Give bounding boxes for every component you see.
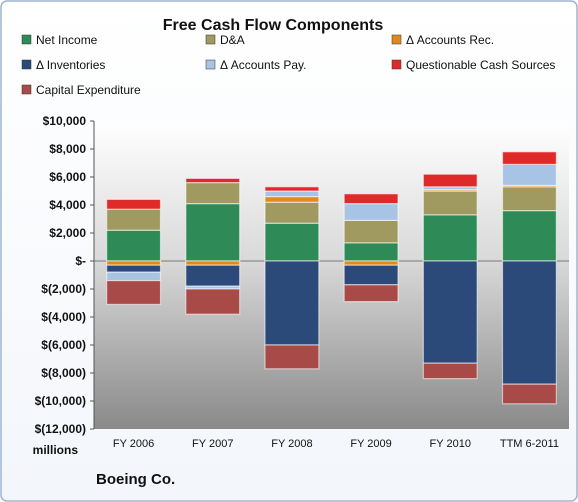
bar-danda-fy-2008 xyxy=(264,201,320,224)
bar-net-income-ttm-6-2011 xyxy=(501,210,557,262)
legend-swatch-delta-accounts-pay xyxy=(205,59,216,70)
bar-delta-accounts-pay-fy-2006 xyxy=(106,271,162,282)
bar-delta-inventories-ttm-6-2011 xyxy=(501,260,557,385)
x-tick-label: TTM 6-2011 xyxy=(500,438,559,450)
bar-delta-accounts-pay-ttm-6-2011 xyxy=(501,163,557,186)
y-tick-label: $10,000 xyxy=(43,114,87,128)
y-tick-label: $(4,000) xyxy=(41,310,86,324)
bar-danda-fy-2007 xyxy=(185,182,241,205)
legend-swatch-questionable-cash-sources xyxy=(391,59,402,70)
bar-capital-expenditure-fy-2009 xyxy=(343,284,399,303)
legend-label-delta-accounts-pay: Δ Accounts Pay. xyxy=(220,58,307,72)
y-axis: $10,000 $8,000 $6,000 $4,000 $2,000 $- $(2,000… xyxy=(35,114,569,436)
bar-questionable-cash-sources-fy-2008 xyxy=(264,186,320,192)
plot-area xyxy=(94,121,569,429)
x-tick-label: FY 2010 xyxy=(430,438,471,450)
y-tick-label: $4,000 xyxy=(49,198,86,212)
y-tick-label: $6,000 xyxy=(49,170,86,184)
bar-delta-accounts-pay-fy-2008 xyxy=(264,190,320,198)
bar-danda-fy-2010 xyxy=(422,190,478,216)
bar-delta-accounts-rec-fy-2007 xyxy=(185,260,241,266)
bar-net-income-fy-2008 xyxy=(264,222,320,262)
bar-delta-accounts-rec-fy-2006 xyxy=(106,260,162,266)
x-tick-label: FY 2008 xyxy=(271,438,312,450)
legend-swatch-capital-expenditure xyxy=(21,84,32,95)
legend-label-danda: D&A xyxy=(220,33,245,47)
x-tick-label: FY 2009 xyxy=(350,438,391,450)
bars xyxy=(106,151,557,405)
y-tick-label: $(12,000) xyxy=(35,422,86,436)
x-axis: FY 2006 FY 2007 FY 2008 FY 2009 FY 2010 TTM 6… xyxy=(113,438,559,450)
bar-capital-expenditure-fy-2008 xyxy=(264,344,320,370)
legend-swatch-delta-accounts-rec xyxy=(391,34,402,45)
legend-swatch-delta-inventories xyxy=(21,59,32,70)
y-tick-label: $2,000 xyxy=(49,226,86,240)
bar-delta-inventories-fy-2008 xyxy=(264,260,320,346)
bar-capital-expenditure-fy-2007 xyxy=(185,288,241,315)
company-name: Boeing Co. xyxy=(96,471,175,488)
bar-questionable-cash-sources-fy-2006 xyxy=(106,198,162,210)
legend: Net Income D&A Δ Accounts Rec. Δ Inventorie… xyxy=(21,33,555,97)
bar-danda-ttm-6-2011 xyxy=(501,186,557,212)
y-tick-label: $8,000 xyxy=(49,142,86,156)
bar-capital-expenditure-fy-2006 xyxy=(106,280,162,306)
bar-delta-inventories-fy-2007 xyxy=(185,264,241,287)
bar-net-income-fy-2006 xyxy=(106,229,162,262)
x-tick-label: FY 2006 xyxy=(113,438,154,450)
bar-questionable-cash-sources-ttm-6-2011 xyxy=(501,151,557,166)
legend-label-questionable-cash-sources: Questionable Cash Sources xyxy=(406,58,555,72)
units-label: millions xyxy=(33,443,79,457)
bar-danda-fy-2009 xyxy=(343,219,399,244)
y-tick-label: $(10,000) xyxy=(35,394,86,408)
bar-danda-fy-2006 xyxy=(106,208,162,231)
legend-label-capital-expenditure: Capital Expenditure xyxy=(36,83,141,97)
legend-label-net-income: Net Income xyxy=(36,33,98,47)
bar-delta-accounts-rec-fy-2009 xyxy=(343,260,399,266)
y-tick-label: $(6,000) xyxy=(41,338,86,352)
y-tick-label: $(8,000) xyxy=(41,366,86,380)
y-tick-label: $- xyxy=(75,254,86,268)
bar-capital-expenditure-ttm-6-2011 xyxy=(501,383,557,405)
bar-capital-expenditure-fy-2010 xyxy=(422,362,478,380)
bar-net-income-fy-2010 xyxy=(422,214,478,262)
bar-questionable-cash-sources-fy-2007 xyxy=(185,177,241,184)
bar-delta-inventories-fy-2006 xyxy=(106,264,162,273)
bar-delta-accounts-pay-fy-2009 xyxy=(343,203,399,222)
x-tick-label: FY 2007 xyxy=(192,438,233,450)
bar-net-income-fy-2009 xyxy=(343,242,399,262)
chart-title: Free Cash Flow Components xyxy=(163,17,384,34)
legend-swatch-danda xyxy=(205,34,216,45)
bar-questionable-cash-sources-fy-2009 xyxy=(343,193,399,205)
bar-delta-accounts-rec-fy-2008 xyxy=(264,196,320,203)
legend-swatch-net-income xyxy=(21,34,32,45)
bar-delta-inventories-fy-2009 xyxy=(343,264,399,286)
bar-net-income-fy-2007 xyxy=(185,203,241,262)
legend-label-delta-accounts-rec: Δ Accounts Rec. xyxy=(406,33,494,47)
bar-questionable-cash-sources-fy-2010 xyxy=(422,173,478,188)
bar-delta-inventories-fy-2010 xyxy=(422,260,478,364)
y-tick-label: $(2,000) xyxy=(41,282,86,296)
legend-label-delta-inventories: Δ Inventories xyxy=(36,58,105,72)
